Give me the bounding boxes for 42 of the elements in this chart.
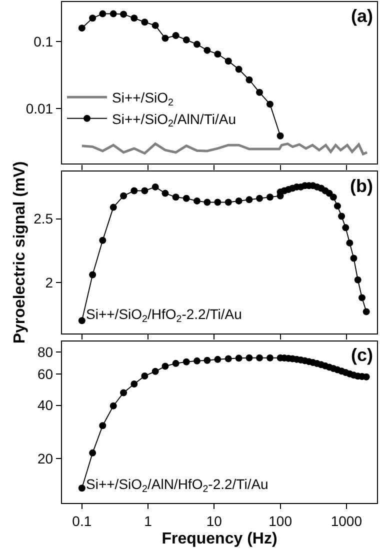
x-axis-title: Frequency (Hz): [162, 530, 278, 548]
point: [89, 14, 96, 22]
point: [256, 88, 264, 96]
x-tick-label: 100: [268, 512, 292, 529]
legend-label: Si++/SiO$_{2}$/AlN/Ti/Au: [112, 110, 236, 130]
point: [78, 24, 86, 32]
legend-label: Si++/SiO$_{2}$: [112, 90, 174, 109]
point: [193, 40, 200, 48]
x-tick-label: 1000: [330, 512, 362, 529]
point: [162, 34, 169, 42]
x-tick-label: 0.1: [72, 512, 92, 529]
point: [120, 10, 128, 18]
point: [214, 50, 222, 58]
y-axis-title: Pyroelectric signal (mV): [12, 161, 29, 344]
point: [276, 132, 284, 140]
point: [204, 46, 211, 54]
point: [182, 36, 190, 44]
point: [152, 22, 159, 29]
y-tick-label: 2: [45, 274, 54, 290]
x-tick-label: 10: [206, 512, 222, 529]
point: [99, 10, 106, 18]
point: [235, 66, 242, 73]
y-tick-label: 60: [38, 366, 54, 382]
annotation: Si++/SiO$_{2}$/AlN/HfO$_{2}$-2.2/Ti/Au: [86, 476, 268, 495]
y-tick-label: 0.01: [26, 100, 54, 116]
point: [266, 100, 274, 108]
annotation: (c): [351, 345, 374, 365]
y-tick-label: 40: [38, 397, 54, 414]
point: [246, 76, 253, 84]
y-tick-label: 80: [38, 344, 54, 360]
y-tick-label: 20: [38, 450, 54, 466]
point: [110, 10, 117, 18]
y-tick-label: 2.5: [34, 210, 54, 227]
point: [172, 32, 180, 40]
point: [224, 58, 232, 65]
x-tick-label: 1: [144, 512, 152, 529]
annotation: (a): [351, 6, 374, 26]
annotation: (b): [350, 176, 373, 196]
point: [130, 14, 138, 22]
annotation: Si++/SiO$_{2}$/HfO$_{2}$-2.2/Ti/Au: [86, 306, 242, 325]
y-tick-label: 0.1: [34, 33, 54, 50]
point: [141, 18, 148, 26]
